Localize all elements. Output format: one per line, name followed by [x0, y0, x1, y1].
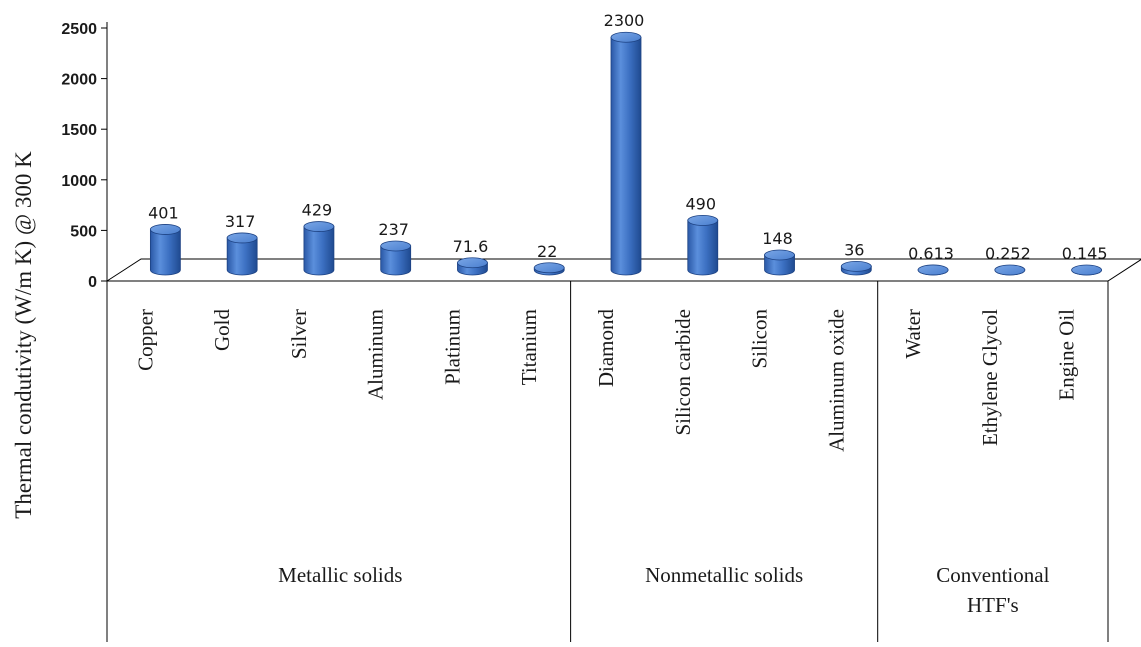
category-label: Aluminum — [364, 309, 388, 400]
bar-top — [840, 260, 872, 272]
data-label: 36 — [844, 240, 864, 259]
y-axis-title: Thermal condutivity (W/m K) @ 300 K — [11, 151, 36, 519]
bar-top — [917, 264, 949, 276]
bar-top — [149, 224, 181, 235]
bar-aluminum-oxide — [840, 260, 872, 276]
bar-top — [764, 249, 795, 261]
data-label: 148 — [762, 229, 793, 248]
bar-body — [610, 36, 642, 276]
bar-titanium — [533, 262, 565, 276]
category-label: Platinum — [440, 309, 464, 385]
bar-diamond — [610, 31, 642, 276]
data-label: 429 — [302, 201, 333, 220]
bar-top — [687, 215, 719, 226]
group-label: HTF's — [967, 593, 1019, 617]
bar-copper — [149, 224, 181, 276]
group-label: Nonmetallic solids — [645, 563, 803, 587]
bar-aluminum — [380, 240, 412, 276]
y-tick-label: 0 — [88, 274, 97, 291]
bar-top — [610, 31, 642, 43]
bar-body — [380, 245, 412, 276]
labels-layer: Thermal condutivity (W/m K) @ 300 K Metal… — [11, 11, 1108, 617]
data-label: 0.613 — [908, 244, 954, 263]
data-label: 2300 — [604, 11, 645, 30]
data-label: 401 — [148, 203, 179, 222]
bars-layer — [149, 31, 1103, 276]
category-label: Silver — [287, 309, 311, 359]
bar-top — [994, 264, 1026, 276]
bar-gold — [226, 232, 258, 276]
category-label: Gold — [210, 309, 234, 352]
data-label: 237 — [378, 220, 409, 239]
y-tick-label: 2000 — [61, 72, 97, 89]
data-label: 0.145 — [1062, 244, 1108, 263]
bar-silver — [303, 221, 335, 276]
bar-top — [380, 240, 412, 252]
category-label: Diamond — [594, 309, 618, 388]
bar-ethylene-glycol — [994, 264, 1026, 276]
category-label: Water — [901, 309, 925, 359]
y-tick-label: 2500 — [61, 21, 97, 38]
bar-water — [917, 264, 949, 276]
bar-platinum — [457, 257, 488, 276]
category-label: Titanium — [517, 309, 541, 385]
bar-top — [226, 232, 258, 244]
bar-body — [764, 254, 795, 276]
y-tick-label: 1000 — [61, 173, 97, 190]
y-tick-label: 1500 — [61, 122, 97, 139]
bar-body — [303, 226, 335, 276]
category-label: Aluminum oxide — [824, 309, 848, 452]
category-label: Silicon carbide — [671, 309, 695, 436]
category-label: Engine Oil — [1055, 309, 1079, 401]
y-tick-label: 500 — [70, 223, 97, 240]
bar-silicon — [764, 249, 795, 276]
bar-top — [457, 257, 488, 269]
bar-body — [149, 229, 181, 276]
category-label: Silicon — [748, 309, 772, 369]
bar-silicon-carbide — [687, 215, 719, 276]
group-label: Metallic solids — [278, 563, 402, 587]
data-label: 317 — [225, 212, 256, 231]
data-label: 0.252 — [985, 244, 1031, 263]
bar-body — [687, 220, 719, 276]
data-label: 22 — [537, 242, 557, 261]
group-label: Conventional — [936, 563, 1049, 587]
data-label: 71.6 — [453, 237, 489, 256]
bar-top — [1071, 264, 1103, 276]
category-label: Ethylene Glycol — [978, 309, 1002, 446]
bar-engine-oil — [1071, 264, 1103, 276]
bar-top — [303, 221, 335, 232]
bar-body — [226, 237, 258, 276]
category-label: Copper — [133, 309, 157, 371]
bar-top — [533, 262, 565, 274]
data-label: 490 — [685, 194, 716, 213]
